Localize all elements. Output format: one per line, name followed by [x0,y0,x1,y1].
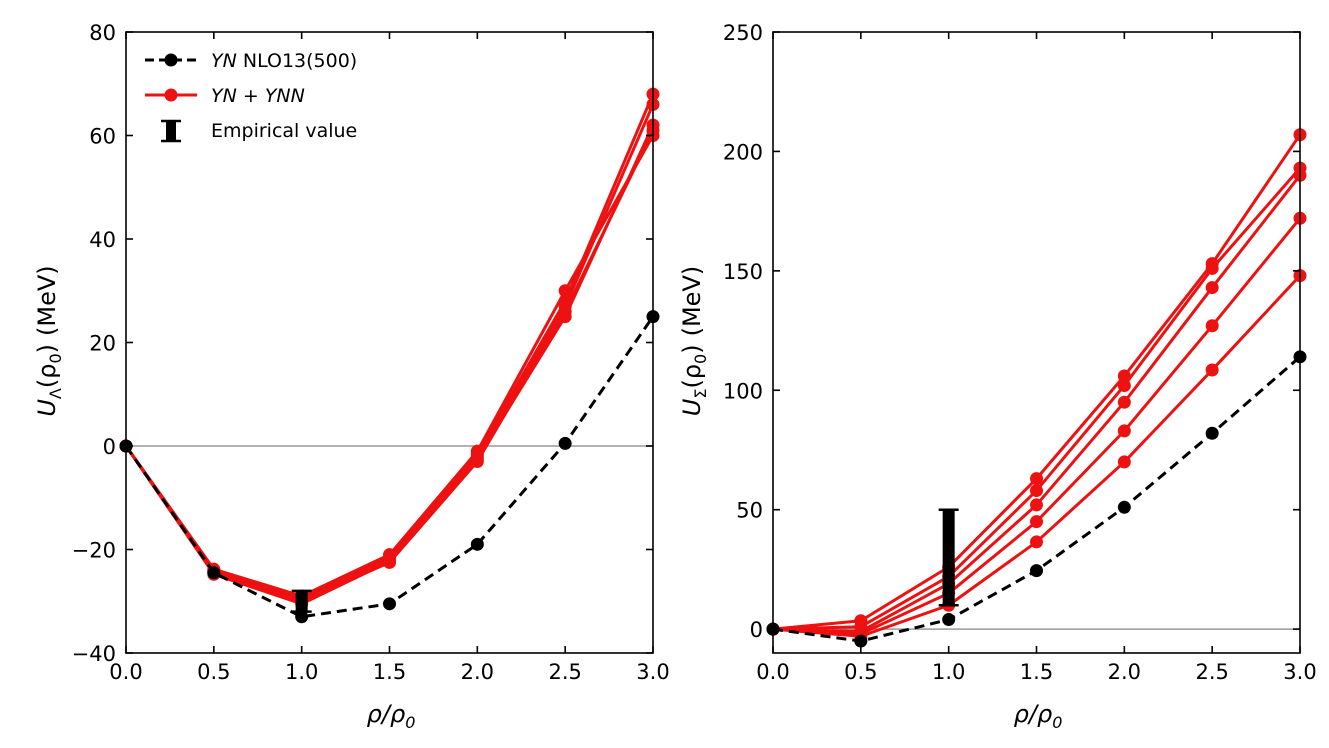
legend-baseline-marker [164,53,178,67]
series-point-yn-nlo13 [558,436,572,450]
series-line-yn-ynn-1 [772,133,1302,631]
sigma-potential-chart: 0.0 0.5 1.0 1.5 2.0 2.5 3.0 0 50 100 150 200 250 ρ/ρ… [678,21,1317,732]
x-tick-label: 2.0 [461,660,494,684]
y-tick-label: 200 [723,140,763,164]
x-tick-label: 1.5 [373,660,406,684]
series-point-yn-nlo13 [1205,426,1219,440]
series-point-yn-ynn-1 [1030,472,1043,486]
legend-threebody-plus: + [237,85,265,107]
series-point-yn-ynn-4 [1117,424,1131,438]
series-layer [119,87,660,624]
plot-frame [772,31,1301,654]
y-axis-label: UΣ(ρ0)(MeV) [678,266,710,416]
x-tick-label: 1.0 [932,660,965,684]
x-tick-label: 2.5 [548,660,581,684]
legend-baseline-label: YN NLO13(500) [211,50,357,72]
series-point-yn-ynn-5 [1030,535,1043,549]
series-line-yn-ynn-5 [772,274,1302,638]
legend-threebody-label: YN + YNN [211,85,305,107]
series-point-yn-ynn-3 [1117,395,1131,409]
x-tick-label: 2.5 [1195,660,1228,684]
x-tick-label: 0.5 [844,660,877,684]
series-line-yn-ynn-3 [772,174,1302,634]
legend-threebody-a: YN [211,85,237,107]
legend: YN NLO13(500) YN + YNN Empirical value [145,50,357,143]
series-line-yn-ynn-2 [772,167,1302,631]
x-tick-label: 3.0 [636,660,669,684]
series-point-yn-ynn-5 [1205,363,1219,377]
series-point-yn-ynn-3 [1030,498,1043,512]
x-tick-label: 2.0 [1108,660,1141,684]
series-point-yn-nlo13 [383,597,396,611]
empirical-layer [938,508,959,607]
series-line-yn-ynn-4 [124,134,655,598]
y-tick-label: 0 [103,435,116,459]
y-tick-label: 60 [89,125,116,149]
x-tick-label: 0.0 [756,660,789,684]
series-line-yn-ynn-1 [124,93,655,601]
y-tick-label: 100 [723,379,763,403]
series-point-yn-ynn-2 [1117,378,1131,392]
series-point-yn-ynn-2 [1030,484,1043,498]
y-tick-label: 40 [89,228,116,252]
series-point-yn-ynn-5 [470,452,484,466]
series-line-yn-ynn-5 [124,124,655,606]
series-layer [766,128,1307,648]
series-point-yn-ynn-4 [1205,319,1219,333]
y-tick-label: 20 [89,332,116,356]
series-point-yn-nlo13 [1117,500,1131,514]
series-point-yn-nlo13 [207,566,221,580]
legend-empirical-swatch [161,119,181,143]
y-tick-label: 80 [89,21,116,45]
legend-threebody-marker [164,88,178,102]
series-point-yn-ynn-5 [383,554,396,568]
y-axis-label: UΛ(ρ0)(MeV) [33,265,65,416]
empirical-value-bar [295,590,308,612]
series-point-yn-nlo13 [470,537,484,551]
x-axis-label: ρ/ρ0 [367,700,416,732]
tick-layer: 0.0 0.5 1.0 1.5 2.0 2.5 3.0 −40 −20 0 20 40 60 80 [72,21,670,684]
legend-baseline-rest: NLO13(500) [237,50,357,72]
series-point-yn-nlo13 [295,610,309,624]
y-tick-label: −40 [72,642,116,666]
legend-empirical-label: Empirical value [211,120,357,142]
x-axis-label: ρ/ρ0 [1014,700,1063,732]
empirical-value-bar [942,509,955,606]
legend-threebody-b: YNN [265,85,305,107]
series-point-yn-ynn-5 [558,310,572,324]
series-line-yn-nlo13 [124,315,655,619]
x-tick-label: 0.0 [109,660,142,684]
y-tick-label: −20 [72,539,116,563]
series-point-yn-ynn-2 [1205,261,1219,275]
series-point-yn-nlo13 [1030,564,1043,578]
series-point-yn-ynn-5 [1117,455,1131,469]
y-tick-label: 50 [736,499,763,523]
series-point-yn-nlo13 [854,634,868,648]
empirical-layer [291,589,312,613]
series-point-yn-nlo13 [942,613,956,627]
y-tick-label: 250 [723,21,763,45]
x-tick-label: 3.0 [1283,660,1316,684]
x-tick-label: 1.0 [285,660,318,684]
series-line-yn-ynn-3 [124,129,655,603]
series-point-yn-ynn-3 [1205,281,1219,295]
lambda-potential-chart: 0.0 0.5 1.0 1.5 2.0 2.5 3.0 −40 −20 0 20 40 60 80 YN … [33,21,670,732]
tick-layer: 0.0 0.5 1.0 1.5 2.0 2.5 3.0 0 50 100 150 200 250 [723,21,1317,684]
y-tick-label: 150 [723,260,763,284]
y-tick-label: 0 [750,618,763,642]
series-line-yn-ynn-2 [124,103,655,602]
series-point-yn-ynn-4 [558,284,572,298]
x-tick-label: 1.5 [1020,660,1053,684]
legend-baseline-italic: YN [211,50,237,72]
x-tick-label: 0.5 [197,660,230,684]
series-point-yn-ynn-4 [1030,515,1043,529]
